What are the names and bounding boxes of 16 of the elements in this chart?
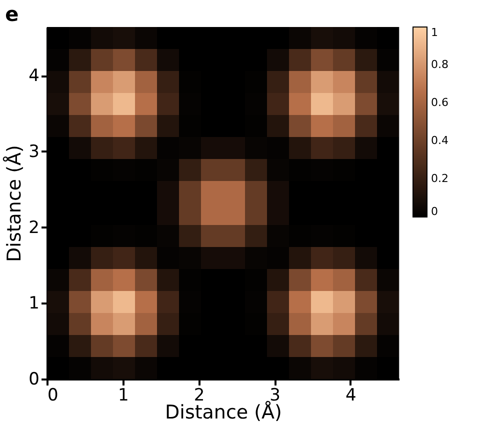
color-bar-label: 0 xyxy=(431,205,438,218)
color-bar-label: 0.8 xyxy=(431,58,448,71)
color-bar-label: 1 xyxy=(431,26,438,39)
y-tick-label: 0 xyxy=(28,370,40,390)
chart-title: e xyxy=(5,2,19,26)
color-bar-label: 0.6 xyxy=(431,96,448,109)
x-tick-label: 1 xyxy=(118,386,129,406)
y-tick-label: 4 xyxy=(28,66,40,86)
y-axis-title: Distance (Å) xyxy=(2,145,26,262)
y-tick-label: 3 xyxy=(28,142,40,162)
color-bar-label: 0.4 xyxy=(431,134,448,147)
y-tick-label: 2 xyxy=(28,218,40,238)
x-tick-label: 0 xyxy=(48,386,58,406)
x-tick-label: 4 xyxy=(346,386,356,406)
y-tick-label: 1 xyxy=(28,294,40,314)
color-bar-label: 0.2 xyxy=(431,172,448,185)
